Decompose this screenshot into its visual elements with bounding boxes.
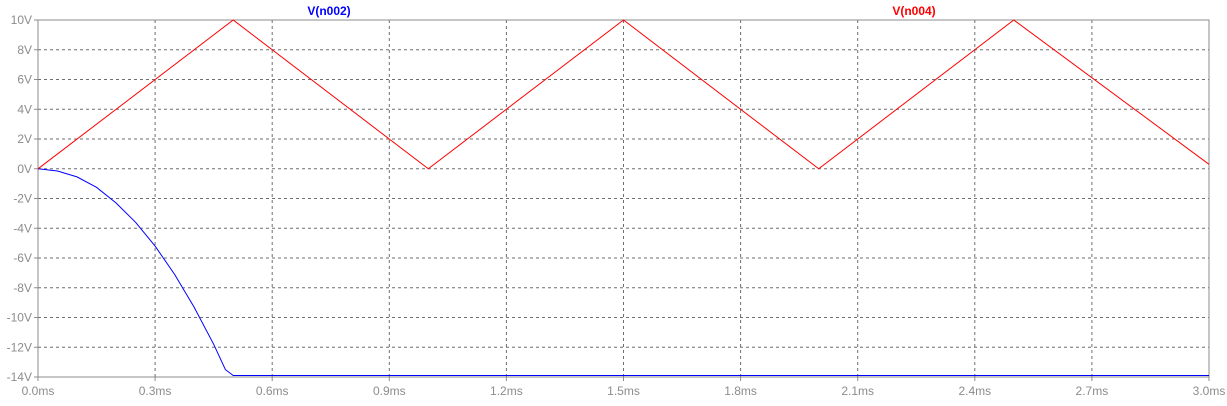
- y-tick-label: -14V: [7, 370, 32, 384]
- x-tick-label: 0.6ms: [256, 384, 289, 398]
- x-tick-label: 1.8ms: [724, 384, 757, 398]
- x-tick-label: 0.0ms: [22, 384, 55, 398]
- y-tick-label: 6V: [17, 73, 32, 87]
- legend-v-n002: V(n002): [307, 4, 350, 18]
- x-tick-label: 3.0ms: [1193, 384, 1226, 398]
- series: [37, 19, 1210, 376]
- y-tick-label: -12V: [7, 340, 32, 354]
- x-tick-label: 1.2ms: [490, 384, 523, 398]
- y-tick-label: -4V: [13, 221, 32, 235]
- y-tick-label: 0V: [17, 162, 32, 176]
- y-tick-label: 10V: [11, 13, 32, 27]
- x-tick-label: 2.4ms: [958, 384, 991, 398]
- y-tick-label: 4V: [17, 102, 32, 116]
- y-tick-label: -10V: [7, 311, 32, 325]
- grid: [38, 20, 1209, 377]
- legend: V(n002) V(n004): [307, 4, 935, 18]
- axis-ticks: 0.0ms 0.3ms 0.6ms 0.9ms 1.2ms 1.5ms 1.8ms 2.1ms…: [7, 13, 1226, 398]
- x-tick-label: 1.5ms: [607, 384, 640, 398]
- x-tick-label: 2.7ms: [1076, 384, 1109, 398]
- series-line-v-n002: [37, 168, 1209, 376]
- x-tick-label: 0.3ms: [139, 384, 172, 398]
- series-line-v-n004: [37, 19, 1210, 170]
- y-tick-label: -6V: [13, 251, 32, 265]
- y-tick-label: 8V: [17, 43, 32, 57]
- x-tick-label: 0.9ms: [373, 384, 406, 398]
- x-tick-label: 2.1ms: [841, 384, 874, 398]
- legend-v-n004: V(n004): [892, 4, 935, 18]
- y-tick-label: -8V: [13, 281, 32, 295]
- y-tick-label: -2V: [13, 192, 32, 206]
- y-tick-label: 2V: [17, 132, 32, 146]
